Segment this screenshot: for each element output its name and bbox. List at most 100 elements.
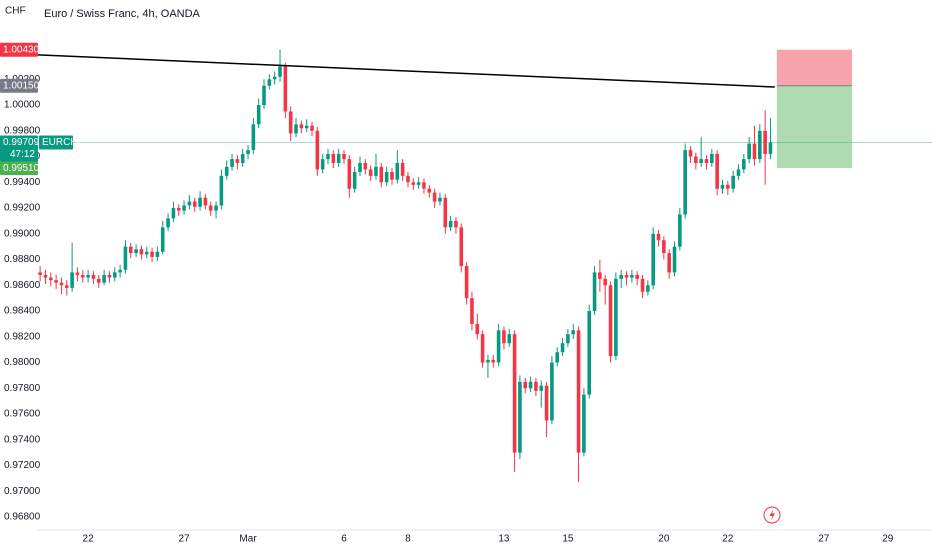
countdown: 47:12: [10, 149, 35, 160]
candle-body: [331, 153, 336, 163]
trend-line: [37, 54, 775, 88]
x-tick-label: 22: [722, 534, 734, 545]
candle-body: [128, 246, 133, 254]
candle-body: [118, 269, 122, 273]
candle-body: [155, 251, 160, 257]
y-tick-label: 0.99000: [4, 228, 41, 239]
candle-body: [694, 156, 698, 163]
x-tick-label: 22: [83, 534, 95, 545]
y-tick-label: 0.97400: [4, 434, 41, 445]
icon-bolt[interactable]: [769, 509, 776, 521]
candle-body: [678, 214, 682, 247]
candle-body: [251, 124, 256, 151]
candle-body: [139, 249, 144, 255]
symbol-tag: EURCHF: [42, 137, 84, 148]
y-tick-label: 0.98000: [4, 357, 41, 368]
y-tick-label: 0.97000: [4, 486, 41, 497]
candle-body: [592, 272, 597, 312]
x-tick-label: 20: [658, 534, 670, 545]
y-tick-label: 0.96800: [4, 512, 41, 523]
candle-body: [278, 66, 282, 77]
x-tick-label: 13: [498, 534, 510, 545]
candle-body: [86, 274, 90, 278]
candle-body: [134, 249, 138, 254]
candle-body: [454, 220, 458, 228]
candle-body: [342, 153, 346, 160]
candle-body: [427, 188, 432, 193]
candle-body: [219, 175, 224, 206]
candle-body: [235, 159, 240, 163]
candle-body: [262, 85, 266, 106]
candle-body: [528, 381, 533, 389]
candle-body: [475, 323, 480, 335]
y-tick-label: 0.98400: [4, 306, 41, 317]
candle-body: [336, 153, 341, 163]
candle-body: [608, 285, 613, 357]
y-tick-label: 0.97600: [4, 409, 41, 420]
candle-body: [726, 184, 730, 189]
target-tag-bg: [0, 161, 38, 176]
candle-body: [320, 159, 325, 170]
candle-body: [550, 362, 554, 421]
candle-body: [747, 143, 751, 160]
candle-body: [48, 277, 53, 281]
candle-body: [64, 285, 69, 288]
candle-body: [603, 278, 608, 286]
candle-body: [576, 330, 581, 453]
candle-body: [502, 330, 506, 344]
candle-body: [619, 274, 624, 279]
x-tick-label: 27: [818, 534, 830, 545]
y-tick-label: 0.99200: [4, 203, 41, 214]
lightning-icon[interactable]: [763, 506, 781, 524]
candle-body: [640, 278, 645, 292]
candle-body: [363, 162, 368, 170]
candle-body: [315, 130, 320, 170]
candle-body: [54, 280, 58, 283]
y-tick-label: 0.99400: [4, 177, 41, 188]
chart-title: Euro / Swiss Franc, 4h, OANDA: [44, 8, 201, 20]
candle-body: [448, 220, 453, 228]
candle-body: [486, 359, 490, 363]
candle-body: [656, 233, 661, 241]
entry-tag-bg: [0, 78, 38, 93]
candle-body: [432, 192, 437, 202]
candle-body: [443, 197, 448, 228]
stop-tag: 1.00430: [3, 44, 40, 55]
candle-body: [742, 159, 746, 170]
candle-body: [326, 153, 330, 160]
symbol-tag-bg: [39, 135, 73, 150]
candle-body: [768, 142, 773, 154]
candle-body: [555, 352, 560, 363]
last-price-tag: 0.99709: [3, 137, 40, 148]
candle-body: [662, 240, 666, 254]
candle-body: [400, 162, 405, 176]
candle-body: [459, 227, 464, 266]
candle-body: [667, 253, 671, 273]
candle-body: [374, 166, 378, 176]
candle-body: [491, 359, 496, 363]
candle-body: [539, 385, 544, 391]
y-tick-label: 0.98800: [4, 254, 41, 265]
candle-body: [496, 330, 501, 363]
candle-body: [731, 175, 735, 189]
candle-body: [534, 381, 538, 391]
candle-body: [752, 143, 757, 160]
candle-body: [390, 171, 394, 180]
candle-body: [758, 130, 762, 160]
candle-body: [614, 278, 618, 357]
candle-body: [80, 274, 85, 278]
currency-label: CHF: [5, 6, 26, 17]
last-price-tag-bg: [0, 135, 38, 162]
candle-body: [715, 153, 719, 189]
y-tick-label: 0.98600: [4, 280, 41, 291]
candle-body: [246, 150, 250, 154]
candle-body: [438, 197, 442, 202]
candle-body: [699, 159, 703, 163]
candle-body: [384, 171, 389, 183]
x-tick-label: 15: [562, 534, 574, 545]
candle-body: [187, 201, 192, 206]
candle-body: [598, 272, 602, 279]
stop-tag-bg: [0, 42, 38, 57]
